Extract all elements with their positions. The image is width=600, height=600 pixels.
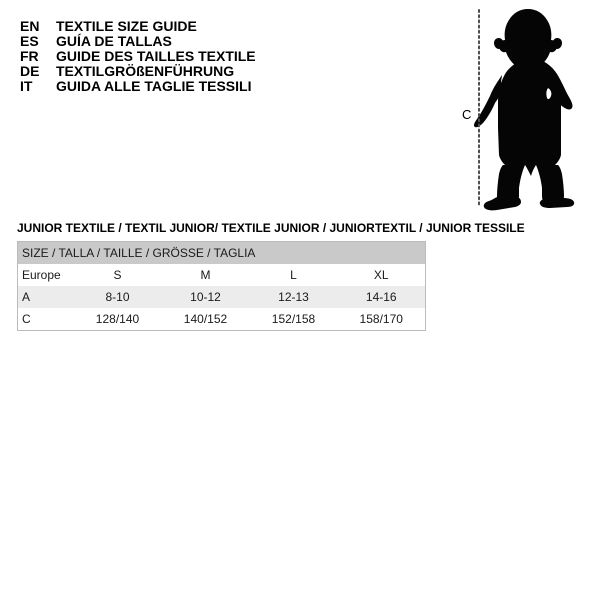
svg-text:C: C: [462, 107, 471, 122]
